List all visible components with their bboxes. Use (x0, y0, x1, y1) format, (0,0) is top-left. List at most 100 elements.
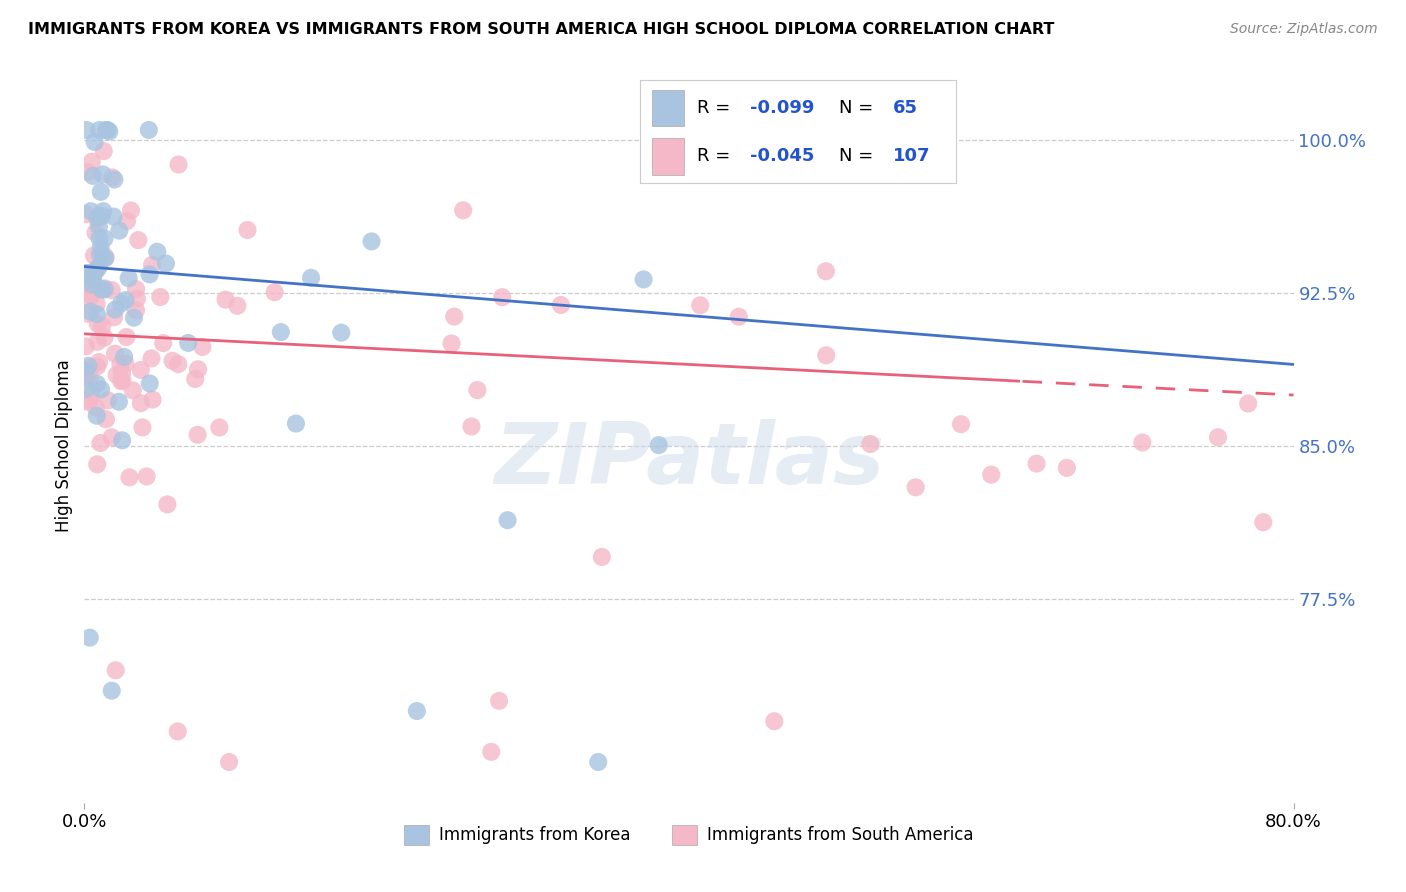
Point (101, 170, 124, 185)
Point (90, 246, 112, 260)
Point (77, 359, 100, 373)
Point (100, 683, 122, 698)
Point (75, 207, 97, 221)
Point (815, 348, 838, 362)
Point (166, 724, 188, 739)
Point (93, 282, 115, 296)
Point (94, 123, 117, 137)
Point (156, 497, 179, 511)
Point (80, 360, 103, 375)
Point (141, 392, 163, 407)
Point (82, 273, 104, 287)
Point (90, 240, 112, 254)
Point (114, 293, 136, 307)
Point (218, 755, 240, 769)
Point (115, 214, 138, 228)
Point (111, 373, 134, 387)
Point (330, 326, 353, 340)
Point (105, 368, 128, 382)
Point (82, 169, 104, 183)
Point (86, 279, 108, 293)
Text: -0.045: -0.045 (751, 147, 815, 165)
Point (94, 412, 117, 426)
Text: 107: 107 (893, 147, 931, 165)
Point (131, 420, 153, 434)
Point (87, 317, 110, 331)
Point (460, 419, 482, 434)
Point (76, 123, 98, 137)
Point (443, 310, 465, 324)
Point (689, 298, 711, 312)
Point (406, 704, 429, 718)
Point (93, 144, 115, 158)
Point (162, 353, 184, 368)
Point (76, 278, 98, 293)
Point (125, 292, 148, 306)
Point (360, 235, 382, 249)
Point (84, 226, 107, 240)
Point (103, 210, 125, 224)
Point (299, 270, 322, 285)
Point (86, 263, 108, 277)
Point (467, 383, 489, 397)
Point (104, 663, 127, 677)
Point (633, 272, 655, 286)
Point (110, 296, 132, 310)
Point (79, 631, 101, 645)
Point (77, 373, 100, 387)
Point (129, 396, 152, 410)
Point (177, 335, 200, 350)
Point (138, 268, 160, 282)
Point (89, 231, 111, 245)
Point (108, 394, 131, 409)
Point (139, 376, 162, 391)
Point (648, 438, 671, 452)
Text: R =: R = (697, 147, 735, 165)
Point (108, 224, 131, 238)
Point (491, 290, 513, 304)
Point (125, 303, 148, 318)
Point (167, 157, 190, 171)
Point (93, 330, 115, 344)
Point (75, 339, 97, 353)
Point (980, 467, 1002, 482)
Point (77, 165, 100, 179)
Point (83, 267, 105, 281)
Point (1237, 396, 1260, 410)
Point (89, 436, 111, 450)
Point (94, 281, 117, 295)
FancyBboxPatch shape (652, 137, 685, 175)
Point (226, 299, 249, 313)
Point (115, 330, 138, 344)
Point (727, 310, 749, 324)
Point (149, 290, 172, 304)
Point (141, 258, 163, 272)
Point (83, 248, 105, 262)
Point (75, 394, 97, 409)
Point (208, 420, 231, 434)
Point (94, 251, 117, 265)
Point (86, 334, 108, 349)
Y-axis label: High School Diploma: High School Diploma (55, 359, 73, 533)
Point (591, 549, 613, 564)
Point (285, 417, 308, 431)
Point (75, 364, 97, 378)
FancyBboxPatch shape (652, 89, 685, 127)
Point (90, 383, 112, 397)
Point (83, 135, 105, 149)
Text: -0.099: -0.099 (751, 99, 815, 117)
Point (121, 384, 143, 398)
Point (270, 325, 292, 339)
Point (91, 209, 114, 223)
Point (187, 427, 209, 442)
Point (118, 470, 141, 484)
Point (114, 357, 136, 371)
Point (550, 298, 572, 312)
Point (138, 123, 160, 137)
Point (110, 374, 132, 388)
Point (1253, 515, 1275, 529)
Point (141, 351, 163, 366)
Point (91, 319, 114, 334)
Point (135, 469, 157, 483)
Point (86, 376, 108, 391)
